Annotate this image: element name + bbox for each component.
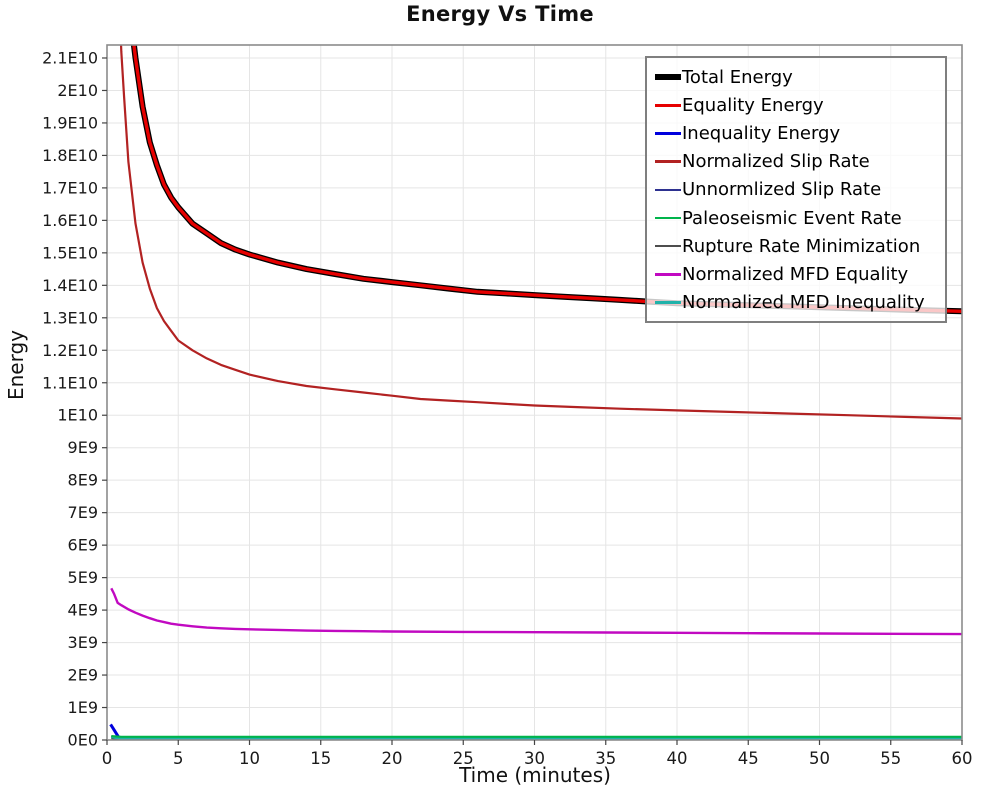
- ticks: [102, 57, 963, 745]
- legend-label: Rupture Rate Minimization: [682, 235, 921, 257]
- y-tick-label: 7E9: [68, 503, 98, 522]
- legend-label: Inequality Energy: [682, 122, 841, 144]
- legend-swatch: [655, 216, 681, 220]
- series-line-normalized-mfd-equality: [110, 587, 962, 636]
- legend-label: Paleoseismic Event Rate: [682, 207, 902, 229]
- y-tick-label: 2E9: [68, 666, 98, 685]
- legend-item-normalized-mfd-inequality: Normalized MFD Inequality: [655, 289, 939, 317]
- y-tick-label: 1.6E10: [42, 211, 98, 230]
- y-tick-label: 9E9: [68, 438, 98, 457]
- x-tick-label: 55: [880, 749, 901, 768]
- legend-item-unnormlized-slip-rate: Unnormlized Slip Rate: [655, 176, 939, 204]
- y-tick-label: 2.1E10: [42, 48, 98, 67]
- series-line-normalized-slip-rate: [119, 45, 962, 420]
- y-tick-label: 1.8E10: [42, 146, 98, 165]
- chart-title: Energy Vs Time: [406, 2, 594, 26]
- legend-item-equality-energy: Equality Energy: [655, 91, 939, 119]
- y-tick-label: 0E0: [68, 731, 98, 750]
- x-tick-label: 30: [524, 749, 545, 768]
- legend-item-normalized-mfd-equality: Normalized MFD Equality: [655, 260, 939, 288]
- y-tick-label: 1.2E10: [42, 341, 98, 360]
- legend-item-normalized-slip-rate: Normalized Slip Rate: [655, 148, 939, 176]
- legend-label: Equality Energy: [682, 94, 824, 116]
- legend-swatch: [655, 131, 681, 135]
- y-tick-label: 1.3E10: [42, 308, 98, 327]
- y-tick-label: 6E9: [68, 536, 98, 555]
- legend-label: Unnormlized Slip Rate: [682, 179, 882, 201]
- legend: Total Energy Equality Energy Inequality En…: [645, 56, 947, 323]
- legend-swatch: [655, 301, 681, 304]
- y-tick-label: 1.9E10: [42, 113, 98, 132]
- y-tick-label: 4E9: [68, 601, 98, 620]
- y-tick-label: 5E9: [68, 568, 98, 587]
- legend-swatch: [655, 273, 681, 276]
- y-tick-label: 1.7E10: [42, 178, 98, 197]
- legend-swatch: [655, 188, 681, 192]
- x-axis-title: Time (minutes): [459, 763, 611, 787]
- legend-label: Normalized MFD Equality: [682, 263, 909, 285]
- legend-item-rupture-rate-minimization: Rupture Rate Minimization: [655, 232, 939, 260]
- x-tick-label: 60: [952, 749, 973, 768]
- series-line-normalized-mfd-inequality: [111, 735, 962, 740]
- legend-label: Normalized MFD Inequality: [682, 292, 925, 314]
- x-tick-label: 35: [595, 749, 616, 768]
- legend-swatch: [655, 160, 681, 163]
- legend-label: Normalized Slip Rate: [682, 151, 870, 173]
- y-tick-label: 1.1E10: [42, 373, 98, 392]
- x-tick-label: 40: [667, 749, 688, 768]
- y-tick-label: 8E9: [68, 471, 98, 490]
- x-tick-label: 0: [102, 749, 113, 768]
- x-tick-label: 50: [809, 749, 830, 768]
- y-tick-label: 2E10: [57, 81, 98, 100]
- legend-label: Total Energy: [682, 66, 793, 88]
- y-tick-label: 1E10: [57, 406, 98, 425]
- x-tick-label: 25: [453, 749, 474, 768]
- x-tick-label: 10: [239, 749, 260, 768]
- x-tick-label: 45: [738, 749, 759, 768]
- y-tick-label: 1.4E10: [42, 276, 98, 295]
- legend-swatch: [655, 74, 681, 81]
- y-tick-label: 1.5E10: [42, 243, 98, 262]
- y-tick-label: 1E9: [68, 698, 98, 717]
- y-tick-label: 3E9: [68, 633, 98, 652]
- legend-item-total-energy: Total Energy: [655, 63, 939, 91]
- legend-item-inequality-energy: Inequality Energy: [655, 119, 939, 147]
- series-line-paleoseismic-event-rate: [111, 735, 962, 738]
- legend-swatch: [655, 103, 681, 107]
- x-tick-label: 20: [382, 749, 403, 768]
- legend-swatch: [655, 244, 681, 248]
- legend-item-paleoseismic-event-rate: Paleoseismic Event Rate: [655, 204, 939, 232]
- x-tick-label: 5: [173, 749, 184, 768]
- tick-labels: 0 5 10 15 20 25 30 35 40 45 50 55 60 0E0 1E9 2E9 3E9 4E9 5…: [42, 48, 972, 768]
- x-tick-label: 15: [310, 749, 331, 768]
